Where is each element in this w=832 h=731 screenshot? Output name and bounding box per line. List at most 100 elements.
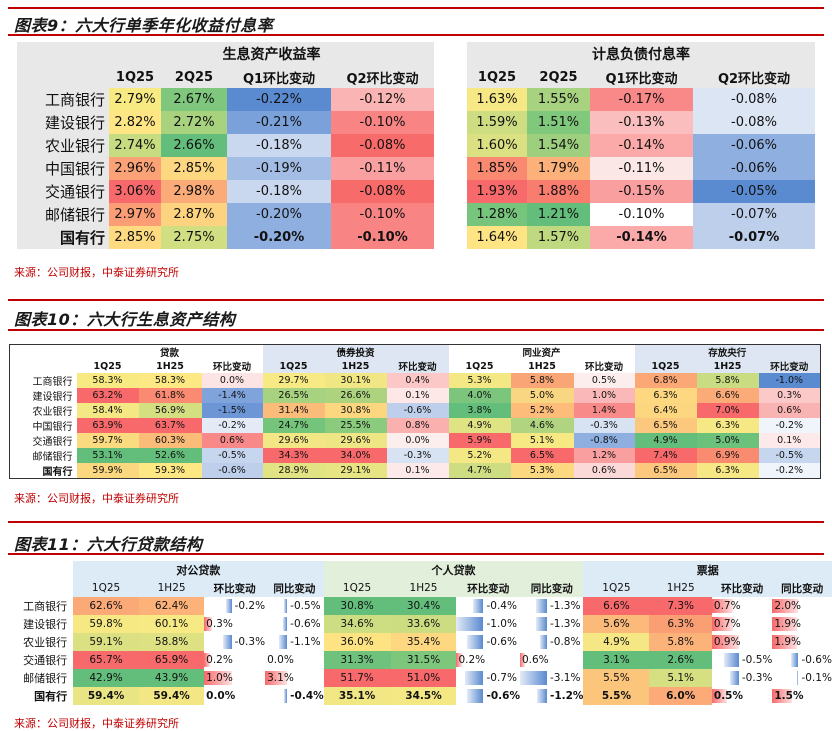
column-header: 1Q25 — [323, 579, 391, 597]
fig9-source: 来源：公司财报，中泰证券研究所 — [14, 266, 179, 279]
data-cell: 4.9% — [583, 633, 650, 651]
data-bar — [204, 653, 210, 667]
group-header: 同业资产 — [448, 344, 635, 359]
data-cell: 61.8% — [138, 388, 202, 403]
data-bar-cell: -3.1% — [519, 669, 583, 687]
data-cell: 59.8% — [73, 615, 140, 633]
bank-label: 交通银行 — [44, 183, 105, 201]
bar-value: 0.7% — [713, 618, 741, 630]
data-cell: -0.14% — [590, 134, 693, 157]
data-cell: -0.3% — [386, 448, 449, 463]
data-cell: 0.6% — [201, 433, 263, 448]
data-cell: 5.9% — [448, 433, 511, 448]
data-cell: 0.0% — [201, 373, 263, 388]
corner-cell — [9, 561, 73, 579]
data-cell: -0.22% — [227, 88, 331, 111]
data-cell: 1.0% — [573, 388, 635, 403]
data-bar — [536, 689, 547, 703]
table-row: 农业银行 2.74% 2.66% -0.18% -0.08% — [17, 134, 434, 157]
data-cell: 6.4% — [634, 403, 697, 418]
table-row: 1.59% 1.51% -0.13% -0.08% — [467, 111, 815, 134]
group-header: 存放央行 — [634, 344, 821, 359]
data-cell: -0.10% — [331, 226, 434, 249]
bank-label: 国有行 — [34, 690, 68, 703]
data-cell: 25.5% — [324, 418, 387, 433]
data-cell: 1.4% — [573, 403, 635, 418]
data-cell: 7.0% — [696, 403, 759, 418]
column-header: 1H25 — [649, 579, 712, 597]
data-cell: 6.3% — [649, 615, 712, 633]
column-header: 2Q25 — [539, 69, 578, 85]
data-cell: -1.0% — [758, 373, 821, 388]
bar-value: 1.5% — [774, 690, 804, 702]
data-cell: 2.72% — [161, 111, 227, 134]
bank-label: 中国银行 — [32, 422, 73, 433]
data-bar-cell: 1.5% — [772, 687, 832, 705]
data-cell: -1.5% — [201, 403, 263, 418]
data-cell: 5.1% — [649, 669, 712, 687]
data-cell: 43.9% — [139, 669, 205, 687]
bank-label: 邮储银行 — [44, 206, 105, 224]
data-cell: 65.7% — [73, 651, 140, 669]
data-cell: 2.85% — [161, 157, 227, 180]
fig9-title: 图表9：六大行单季年化收益付息率 — [14, 16, 274, 35]
data-cell: 4.9% — [634, 433, 697, 448]
data-bar-cell: 0.3% — [204, 615, 265, 633]
data-cell: 29.6% — [324, 433, 387, 448]
data-cell: 4.0% — [448, 388, 511, 403]
data-bar-cell: 0.7% — [711, 597, 772, 615]
column-header: 1H25 — [139, 579, 205, 597]
bar-value: -0.2% — [234, 600, 266, 612]
bar-value: 1.9% — [774, 636, 802, 648]
bank-label: 工商银行 — [23, 600, 68, 613]
data-cell: 53.1% — [76, 448, 139, 463]
bar-value: -0.5% — [290, 600, 321, 612]
table-row: 邮储银行 2.97% 2.87% -0.20% -0.10% — [17, 203, 434, 226]
bar-value: -0.5% — [741, 654, 773, 666]
bank-label: 农业银行 — [23, 636, 68, 649]
data-bar — [772, 635, 798, 649]
data-cell: 2.96% — [109, 157, 161, 180]
data-bar — [772, 599, 799, 613]
data-cell: 1.63% — [467, 88, 527, 111]
data-cell: 59.1% — [73, 633, 140, 651]
data-cell: 33.6% — [390, 615, 457, 633]
data-cell: -0.07% — [693, 203, 815, 226]
data-cell: 1.57% — [527, 226, 590, 249]
data-cell: -0.12% — [331, 88, 434, 111]
data-cell: 5.8% — [510, 373, 574, 388]
bar-value: -3.1% — [549, 672, 581, 684]
data-cell: 30.1% — [324, 373, 387, 388]
column-header: Q2环比变动 — [346, 71, 419, 87]
table-row: 1.63% 1.55% -0.17% -0.08% — [467, 88, 815, 111]
group-header: 贷款 — [76, 344, 263, 359]
data-cell: 42.9% — [73, 669, 140, 687]
data-bar-cell: 0.9% — [711, 633, 772, 651]
data-cell: 34.5% — [390, 687, 457, 705]
bank-label: 交通银行 — [32, 437, 73, 448]
data-cell: 7.3% — [649, 597, 712, 615]
column-header: Q1环比变动 — [242, 71, 316, 87]
table-row: 1.93% 1.88% -0.15% -0.05% — [467, 180, 815, 203]
column-header: 1Q25 — [115, 69, 155, 85]
table-row: 建设银行 59.8% 60.1% 0.3% -0.6% 34.6% 33.6% -1.0% -1… — [9, 615, 832, 633]
data-cell: 5.6% — [583, 615, 650, 633]
data-bar-cell: 0.6% — [519, 651, 583, 669]
data-bar — [279, 635, 288, 649]
data-cell: 31.3% — [323, 651, 391, 669]
data-cell: 52.6% — [138, 448, 202, 463]
column-header: 1H25 — [138, 359, 202, 373]
data-cell: 0.5% — [573, 373, 635, 388]
data-bar-cell: -0.5% — [265, 597, 324, 615]
data-cell: 0.6% — [573, 463, 635, 479]
data-bar-cell: 1.9% — [772, 633, 832, 651]
data-cell: 0.6% — [758, 403, 821, 418]
data-cell: -0.6% — [201, 463, 263, 479]
corner-cell — [9, 579, 73, 597]
table-row: 农业银行 59.1% 58.8% -0.3% -1.1% 36.0% 35.4% -0.6% -… — [9, 633, 832, 651]
data-bar-cell: 1.0% — [204, 669, 265, 687]
data-cell: 1.85% — [467, 157, 527, 180]
data-cell: 63.7% — [138, 418, 202, 433]
bank-label: 中国银行 — [44, 160, 105, 178]
data-cell: -0.10% — [331, 203, 434, 226]
